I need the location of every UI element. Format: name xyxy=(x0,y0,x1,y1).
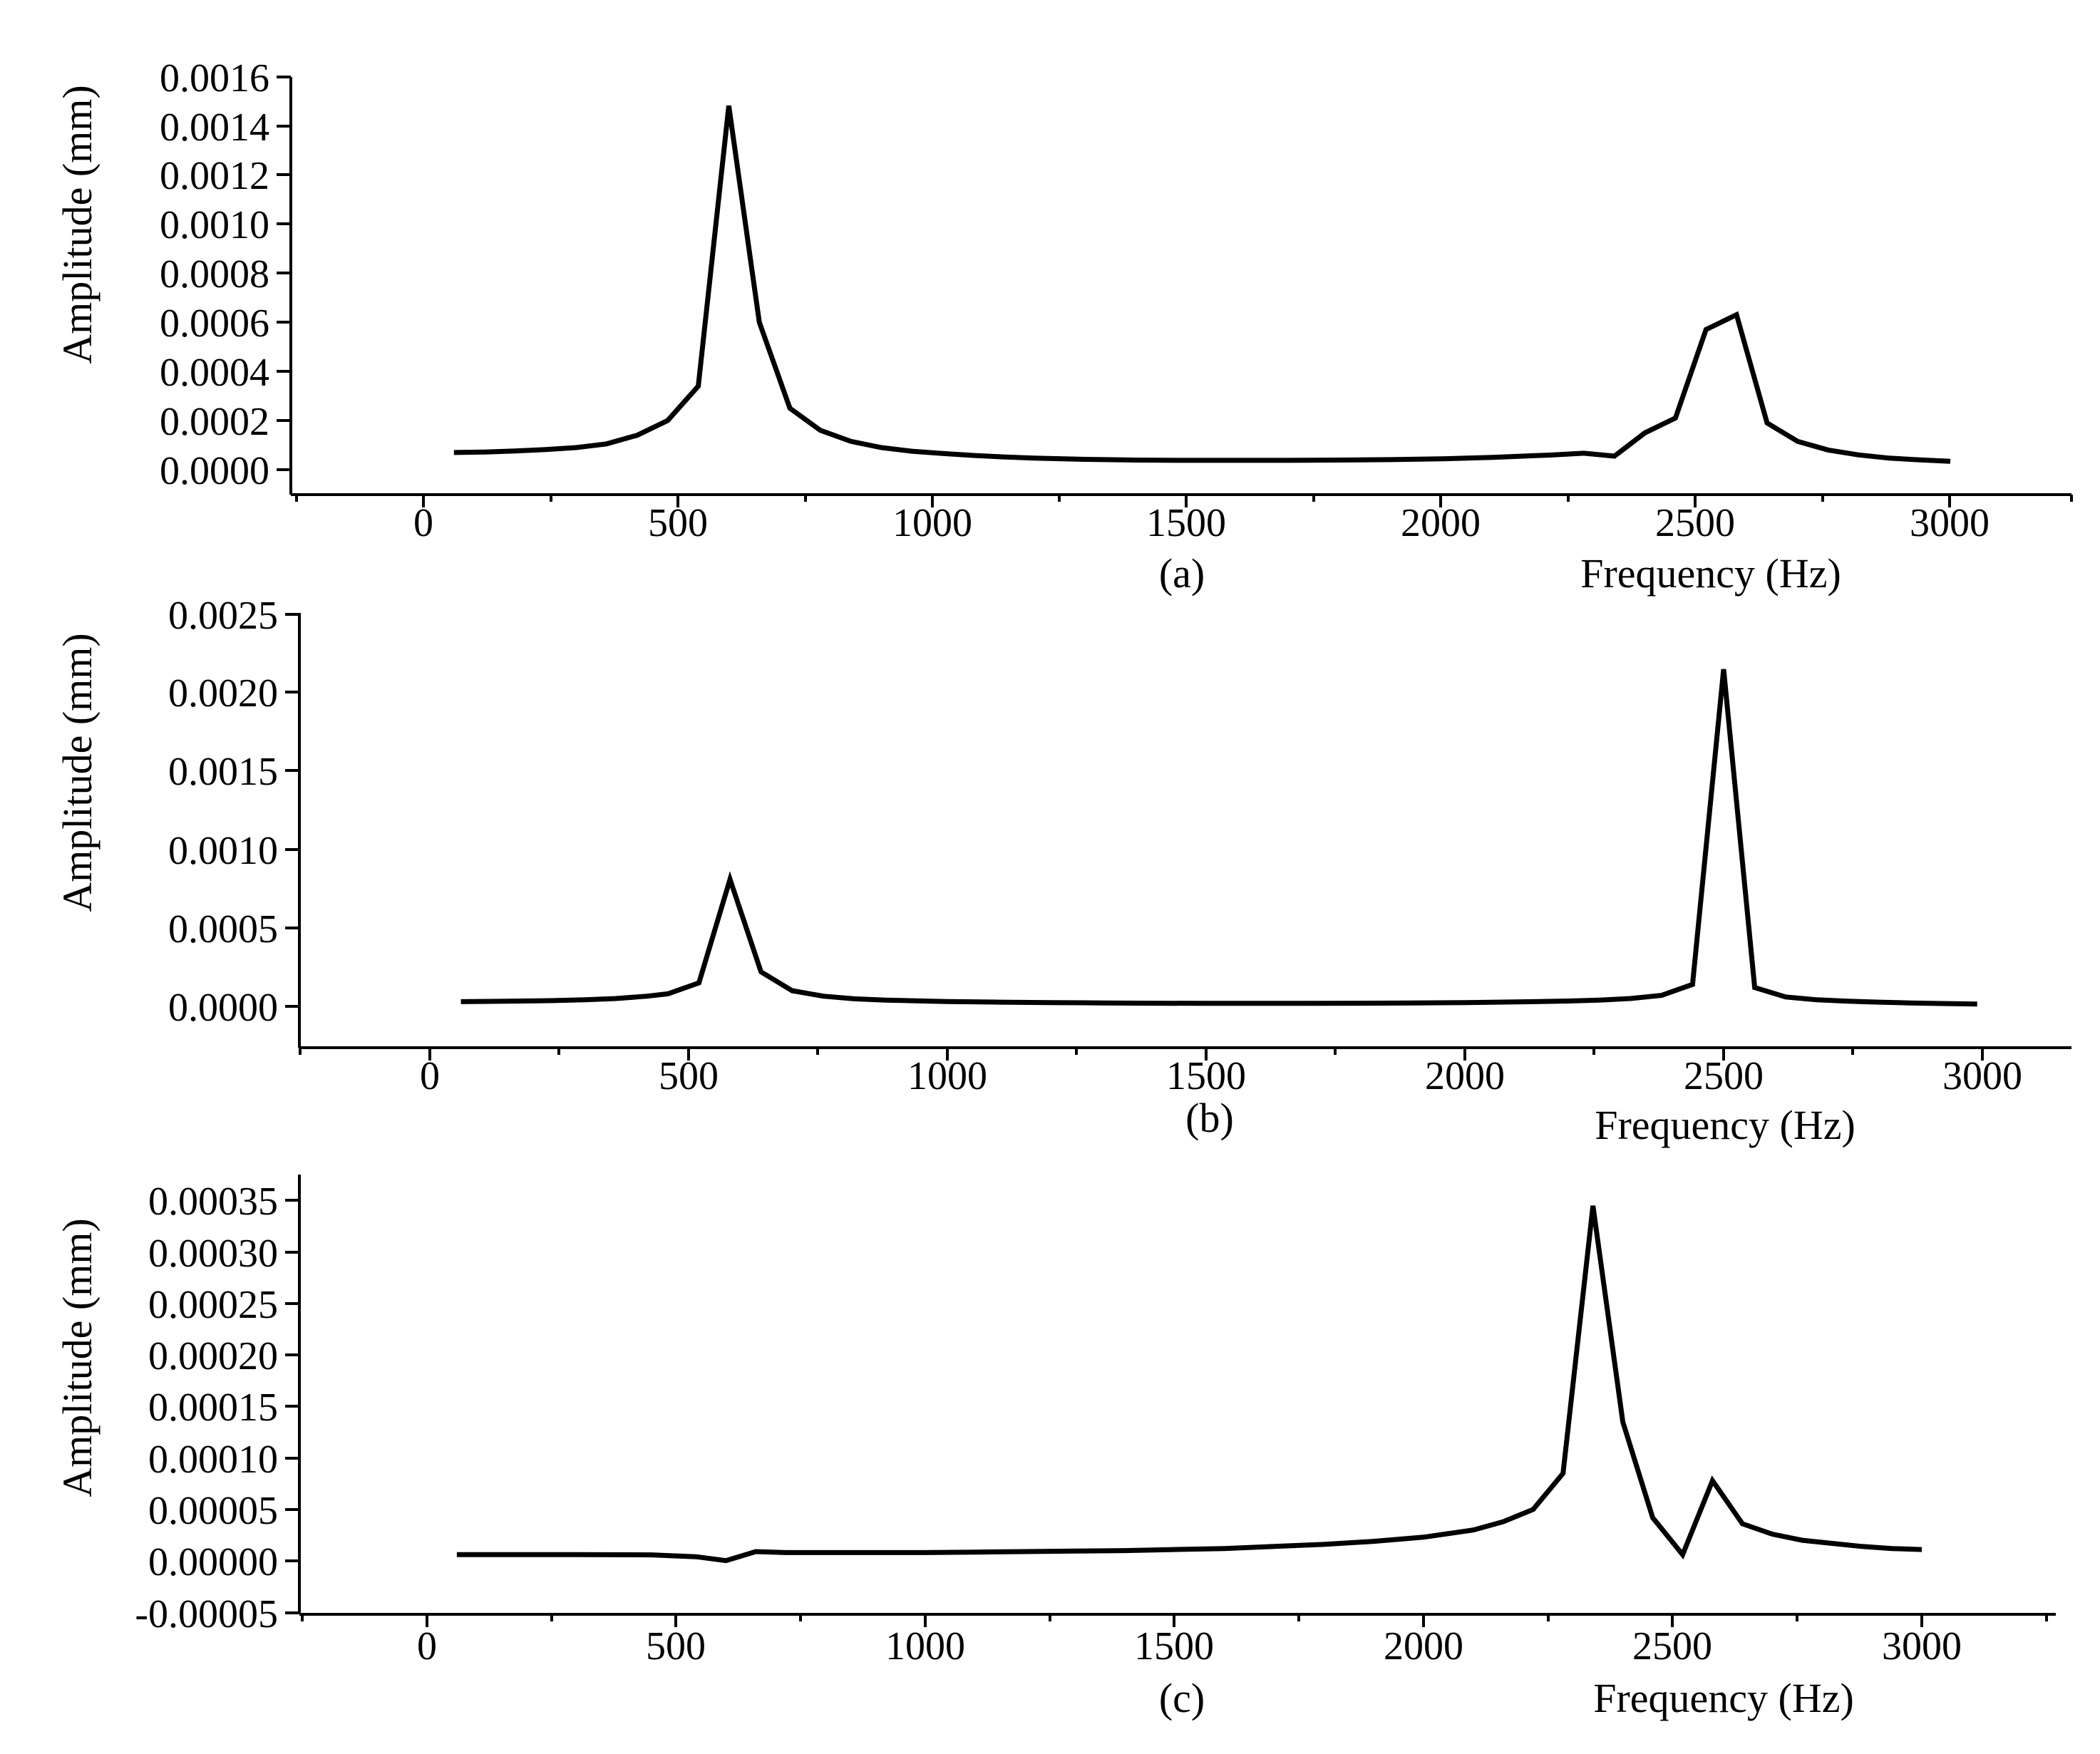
panel-label: (a) xyxy=(1159,550,1205,597)
y-tick-label: 0.0008 xyxy=(160,252,269,296)
y-tick-label: 0.00000 xyxy=(148,1540,278,1584)
x-axis-title: Frequency (Hz) xyxy=(1580,550,1841,597)
y-tick-label: 0.00010 xyxy=(148,1438,278,1482)
y-axis-title: Amplitude (mm) xyxy=(54,1218,101,1497)
y-tick-label: 0.00030 xyxy=(148,1232,278,1276)
chart-panel-b: 0.0025 0.0020 0.0015 0.0010 0.0005 0.000… xyxy=(54,594,2071,1148)
y-tick-label: 0.0005 xyxy=(168,907,278,951)
y-tick-label: 0.0025 xyxy=(168,594,278,638)
x-tick-label: 500 xyxy=(646,1624,706,1668)
series-line xyxy=(453,105,1951,464)
y-tick-label: 0.0020 xyxy=(168,671,278,716)
y-tick-label: 0.00020 xyxy=(148,1334,278,1378)
y-tick-label: 0.0000 xyxy=(160,449,269,493)
y-tick-label: 0.00035 xyxy=(148,1180,278,1224)
y-tick-label: 0.0015 xyxy=(168,750,278,794)
x-ticks xyxy=(301,1614,2048,1627)
y-tick-label: 0.0016 xyxy=(160,56,269,100)
y-tick-labels: 0.0025 0.0020 0.0015 0.0010 0.0005 0.000… xyxy=(168,594,278,1030)
y-tick-label: 0.0014 xyxy=(160,105,269,150)
x-tick-label: 2500 xyxy=(1632,1624,1712,1668)
x-tick-label: 3000 xyxy=(1882,1624,1962,1668)
x-tick-label: 1500 xyxy=(1134,1624,1214,1668)
series-line xyxy=(456,1205,1923,1564)
x-tick-label: 1000 xyxy=(885,1624,965,1668)
x-tick-labels: 0 500 1000 1500 2000 2500 3000 xyxy=(413,501,1990,545)
x-tick-label: 2000 xyxy=(1384,1624,1463,1668)
y-tick-label: 0.0010 xyxy=(160,203,269,247)
x-tick-label: 2000 xyxy=(1425,1054,1505,1098)
y-tick-label: 0.00025 xyxy=(148,1283,278,1327)
x-tick-label: 1000 xyxy=(892,501,972,545)
y-tick-label: 0.0006 xyxy=(160,301,269,346)
x-tick-label: 0 xyxy=(413,501,433,545)
y-tick-label: -0.00005 xyxy=(135,1592,278,1636)
x-tick-labels: 0 500 1000 1500 2000 2500 3000 xyxy=(420,1054,2022,1098)
y-tick-labels: 0.0016 0.0014 0.0012 0.0010 0.0008 0.000… xyxy=(160,56,269,493)
x-tick-label: 1500 xyxy=(1166,1054,1246,1098)
y-tick-label: 0.0010 xyxy=(168,829,278,873)
y-axis-title: Amplitude (mm) xyxy=(54,85,101,363)
chart-panel-c: 0.00035 0.00030 0.00025 0.00020 0.00015 … xyxy=(54,1175,2056,1721)
x-tick-label: 3000 xyxy=(1942,1054,2022,1098)
x-ticks xyxy=(299,1048,1984,1061)
x-tick-label: 500 xyxy=(659,1054,719,1098)
x-axis-title: Frequency (Hz) xyxy=(1593,1675,1854,1721)
series-line xyxy=(460,669,1977,1007)
x-tick-label: 500 xyxy=(648,501,708,545)
x-tick-label: 0 xyxy=(417,1624,437,1668)
x-axis-title: Frequency (Hz) xyxy=(1595,1102,1855,1148)
chart-panel-a: 0.0016 0.0014 0.0012 0.0010 0.0008 0.000… xyxy=(54,56,2073,597)
y-tick-label: 0.0000 xyxy=(168,986,278,1030)
x-tick-label: 1500 xyxy=(1146,501,1226,545)
x-tick-label: 2500 xyxy=(1684,1054,1764,1098)
x-ticks xyxy=(295,495,2073,507)
y-tick-label: 0.00015 xyxy=(148,1386,278,1430)
x-tick-label: 2500 xyxy=(1655,501,1735,545)
y-ticks xyxy=(285,613,299,1008)
y-tick-label: 0.0004 xyxy=(160,351,269,395)
x-tick-labels: 0 500 1000 1500 2000 2500 3000 xyxy=(417,1624,1962,1668)
y-tick-label: 0.0012 xyxy=(160,154,269,198)
x-tick-label: 3000 xyxy=(1910,501,1990,545)
x-tick-label: 2000 xyxy=(1401,501,1481,545)
y-axis-title: Amplitude (mm) xyxy=(54,633,101,912)
y-tick-label: 0.0002 xyxy=(160,400,269,444)
panel-label: (c) xyxy=(1159,1675,1205,1721)
y-tick-labels: 0.00035 0.00030 0.00025 0.00020 0.00015 … xyxy=(135,1180,278,1636)
y-ticks xyxy=(285,1199,299,1614)
x-tick-label: 1000 xyxy=(907,1054,987,1098)
y-ticks xyxy=(277,76,291,471)
y-tick-label: 0.00005 xyxy=(148,1489,278,1533)
x-tick-label: 0 xyxy=(420,1054,440,1098)
panel-label: (b) xyxy=(1185,1095,1234,1141)
